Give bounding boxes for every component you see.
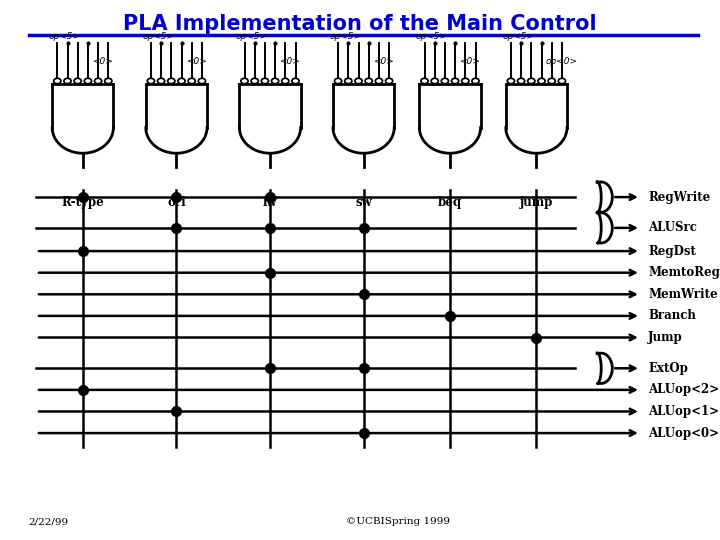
Circle shape bbox=[198, 78, 205, 84]
Text: <0>: <0> bbox=[92, 57, 113, 66]
Circle shape bbox=[251, 78, 258, 84]
Text: ALUop<0>: ALUop<0> bbox=[648, 427, 719, 440]
Text: op<5>: op<5> bbox=[330, 31, 361, 40]
Text: op<5>: op<5> bbox=[142, 31, 174, 40]
Polygon shape bbox=[597, 182, 612, 212]
Circle shape bbox=[375, 78, 382, 84]
Circle shape bbox=[54, 78, 61, 84]
Text: Jump: Jump bbox=[648, 331, 683, 344]
Circle shape bbox=[421, 78, 428, 84]
Circle shape bbox=[158, 78, 165, 84]
Circle shape bbox=[462, 78, 469, 84]
Text: 2/22/99: 2/22/99 bbox=[29, 517, 69, 526]
Text: Branch: Branch bbox=[648, 309, 696, 322]
Text: ALUSrc: ALUSrc bbox=[648, 221, 697, 234]
Text: RegWrite: RegWrite bbox=[648, 191, 710, 204]
Circle shape bbox=[431, 78, 438, 84]
Circle shape bbox=[548, 78, 555, 84]
Circle shape bbox=[74, 78, 81, 84]
Text: <0>: <0> bbox=[373, 57, 394, 66]
Circle shape bbox=[472, 78, 479, 84]
Text: MemtoReg: MemtoReg bbox=[648, 266, 720, 279]
Text: ALUop<1>: ALUop<1> bbox=[648, 405, 719, 418]
Text: PLA Implementation of the Main Control: PLA Implementation of the Main Control bbox=[123, 14, 597, 33]
Text: <0>: <0> bbox=[459, 57, 480, 66]
Polygon shape bbox=[597, 353, 612, 383]
Circle shape bbox=[282, 78, 289, 84]
Circle shape bbox=[508, 78, 515, 84]
Circle shape bbox=[528, 78, 535, 84]
Text: lw: lw bbox=[263, 195, 277, 209]
Text: ori: ori bbox=[167, 195, 186, 209]
Circle shape bbox=[271, 78, 279, 84]
Text: op<5>: op<5> bbox=[416, 31, 448, 40]
Circle shape bbox=[538, 78, 545, 84]
Circle shape bbox=[188, 78, 195, 84]
Text: op<5>: op<5> bbox=[236, 31, 268, 40]
Text: beq: beq bbox=[438, 195, 462, 209]
Text: RegDst: RegDst bbox=[648, 245, 696, 258]
Circle shape bbox=[178, 78, 185, 84]
Text: ALUop<2>: ALUop<2> bbox=[648, 383, 719, 396]
Circle shape bbox=[335, 78, 342, 84]
Circle shape bbox=[355, 78, 362, 84]
Text: <0>: <0> bbox=[279, 57, 300, 66]
Circle shape bbox=[558, 78, 565, 84]
Text: MemWrite: MemWrite bbox=[648, 288, 718, 301]
Circle shape bbox=[518, 78, 525, 84]
Text: R-type: R-type bbox=[61, 195, 104, 209]
Text: ©UCBISpring 1999: ©UCBISpring 1999 bbox=[346, 517, 449, 526]
Text: op<5>: op<5> bbox=[503, 31, 534, 40]
Circle shape bbox=[451, 78, 459, 84]
Text: op<5>: op<5> bbox=[49, 31, 81, 40]
Text: sw: sw bbox=[355, 195, 372, 209]
Circle shape bbox=[84, 78, 91, 84]
Circle shape bbox=[168, 78, 175, 84]
Text: jump: jump bbox=[520, 195, 553, 209]
Polygon shape bbox=[597, 213, 612, 243]
Circle shape bbox=[64, 78, 71, 84]
Circle shape bbox=[385, 78, 392, 84]
Circle shape bbox=[365, 78, 372, 84]
Circle shape bbox=[148, 78, 155, 84]
Text: ExtOp: ExtOp bbox=[648, 362, 688, 375]
Circle shape bbox=[261, 78, 269, 84]
Circle shape bbox=[94, 78, 102, 84]
Circle shape bbox=[104, 78, 112, 84]
Circle shape bbox=[441, 78, 449, 84]
Circle shape bbox=[292, 78, 299, 84]
Text: op<0>: op<0> bbox=[546, 57, 577, 66]
Circle shape bbox=[241, 78, 248, 84]
Text: <0>: <0> bbox=[186, 57, 207, 66]
Circle shape bbox=[345, 78, 352, 84]
